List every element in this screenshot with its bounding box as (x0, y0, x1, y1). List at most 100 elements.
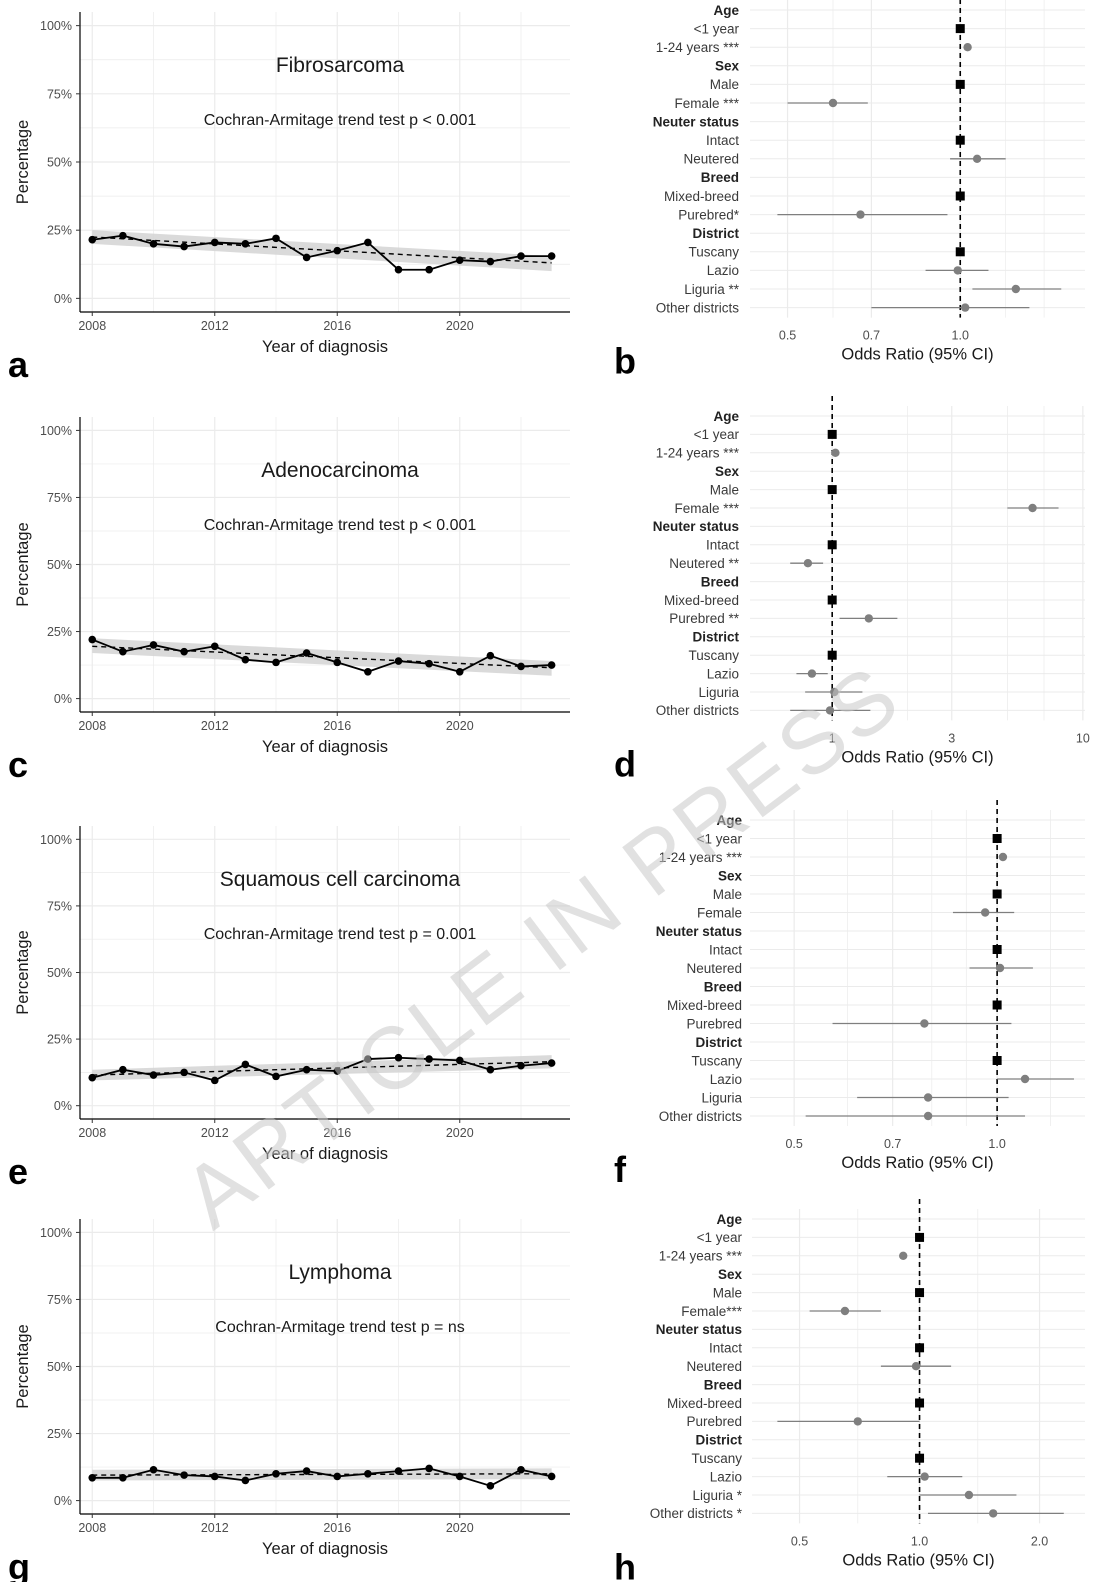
or-point (1020, 1074, 1030, 1084)
reference-point (915, 1288, 925, 1298)
y-tick-label: 0% (54, 1494, 72, 1508)
data-point (180, 1471, 188, 1479)
x-tick-label: 2016 (323, 1126, 351, 1140)
row-label: Liguria ** (684, 282, 740, 297)
data-point (364, 667, 372, 676)
reference-point (955, 247, 965, 257)
panel-letter: d (614, 743, 636, 784)
data-point (394, 657, 403, 665)
data-point (272, 234, 280, 243)
row-label: Tuscany (688, 245, 739, 260)
or-point (980, 908, 990, 917)
or-point (1011, 284, 1021, 294)
row-label: Neutered ** (669, 556, 740, 571)
y-tick-label: 75% (47, 1293, 72, 1307)
or-point (998, 852, 1008, 862)
data-point (333, 658, 342, 667)
reference-point (915, 1453, 925, 1463)
x-tick-label: 10 (1076, 731, 1090, 745)
data-point (302, 1467, 311, 1475)
row-label: Female *** (674, 96, 739, 111)
group-header-label: Sex (715, 464, 740, 479)
y-tick-label: 0% (54, 292, 72, 306)
or-point (963, 43, 972, 52)
data-point (517, 1061, 525, 1070)
panel-letter: f (614, 1149, 627, 1190)
trend-panel-g: 0% 25% 50% 75% 100% 2008 2012 2016 2020 Lymphoma C… (8, 1219, 570, 1582)
data-point (241, 240, 250, 248)
row-label: Intact (706, 538, 739, 553)
row-label: <1 year (694, 427, 740, 442)
y-tick-label: 50% (47, 558, 72, 572)
data-point (394, 265, 403, 274)
or-point (972, 154, 982, 163)
x-tick-label: 2020 (446, 319, 474, 333)
row-label: Purebred (686, 1016, 742, 1031)
or-point (899, 1251, 908, 1261)
data-point (547, 661, 556, 669)
or-point (803, 559, 813, 568)
x-tick-label: 0.5 (785, 1137, 802, 1151)
y-tick-label: 75% (47, 491, 72, 505)
or-point (923, 1111, 933, 1121)
data-line (92, 1467, 552, 1487)
reference-point (955, 191, 965, 201)
or-point (864, 614, 874, 623)
group-header-label: Age (713, 3, 739, 18)
row-label: 1-24 years *** (656, 40, 740, 55)
data-point (272, 1072, 280, 1081)
row-label: Liguria * (692, 1488, 742, 1503)
data-point (149, 641, 158, 649)
row-label: Female (697, 905, 742, 920)
x-axis-label: Odds Ratio (95% CI) (841, 1154, 993, 1172)
group-header-label: Neuter status (656, 1322, 742, 1337)
group-header-label: Neuter status (656, 924, 742, 939)
trend-test-label: Cochran-Armitage trend test p < 0.001 (204, 112, 477, 129)
data-line (92, 234, 552, 271)
row-label: Other districts * (650, 1506, 743, 1521)
y-tick-label: 25% (47, 1427, 72, 1441)
y-tick-label: 100% (40, 1226, 72, 1240)
row-label: Lazio (710, 1072, 742, 1087)
row-label: Liguria (701, 1090, 742, 1105)
y-tick-label: 75% (47, 87, 72, 101)
y-tick-label: 50% (47, 1360, 72, 1374)
reference-point (827, 595, 837, 605)
data-point (302, 1065, 311, 1074)
or-point (828, 98, 838, 108)
trend-panel-a: 0% 25% 50% 75% 100% 2008 2012 2016 2020 Fibrosarc… (8, 12, 570, 385)
data-point (455, 256, 464, 264)
y-tick-label: 25% (47, 1033, 72, 1047)
or-point (920, 1472, 929, 1481)
trend-test-label: Cochran-Armitage trend test p = 0.001 (204, 926, 477, 943)
group-header-label: Breed (704, 979, 742, 994)
x-tick-label: 2.0 (1031, 1534, 1048, 1548)
x-tick-label: 2016 (323, 719, 351, 733)
data-point (455, 1472, 464, 1481)
data-point (517, 252, 525, 260)
group-header-label: Breed (704, 1377, 742, 1392)
data-point (210, 238, 219, 247)
data-point (88, 1073, 97, 1082)
row-label: Male (710, 482, 739, 497)
trend-panel-c: 0% 25% 50% 75% 100% 2008 2012 2016 2020 Adenocarc… (8, 417, 570, 785)
reference-point (915, 1398, 925, 1408)
trend-line (92, 236, 552, 264)
or-point (995, 963, 1005, 973)
data-point (364, 1469, 372, 1478)
trend-gridlines (80, 417, 570, 712)
data-point (364, 238, 372, 247)
row-label: Purebred* (678, 207, 740, 222)
reference-point (827, 650, 837, 660)
data-point (210, 1472, 219, 1481)
data-point (241, 1060, 250, 1069)
row-label: 1-24 years *** (659, 850, 743, 865)
row-label: Female *** (674, 501, 739, 516)
row-label: Liguria (698, 685, 739, 700)
row-label: Tuscany (691, 1053, 742, 1068)
trend-panel-e: 0% 25% 50% 75% 100% 2008 2012 2016 2020 Squamous … (8, 826, 570, 1192)
group-header-label: District (692, 226, 739, 241)
or-point (807, 669, 817, 678)
row-label: <1 year (697, 831, 743, 846)
